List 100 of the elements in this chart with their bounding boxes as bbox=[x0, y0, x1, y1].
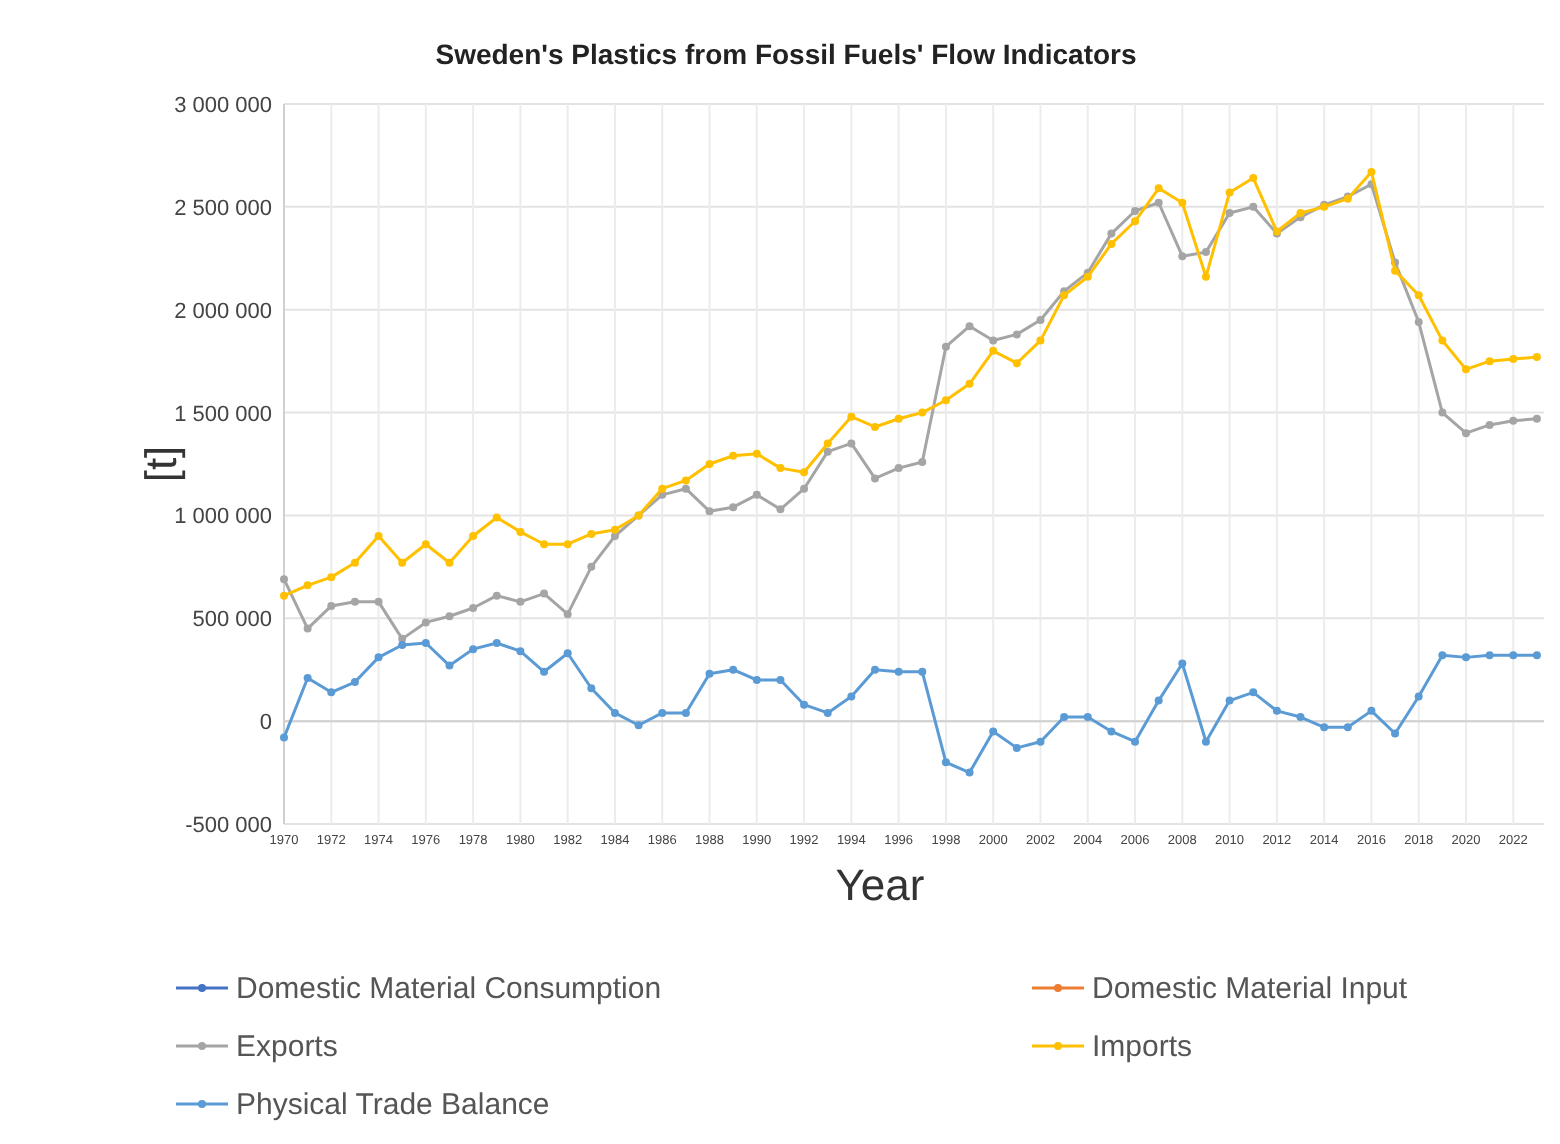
point bbox=[1178, 659, 1187, 668]
point bbox=[610, 525, 619, 534]
point bbox=[540, 667, 549, 676]
point bbox=[729, 503, 738, 512]
point bbox=[492, 513, 501, 522]
point bbox=[587, 684, 596, 693]
point bbox=[1391, 266, 1400, 275]
point bbox=[823, 708, 832, 717]
point bbox=[303, 673, 312, 682]
point bbox=[1201, 248, 1210, 257]
point bbox=[469, 604, 478, 612]
point bbox=[1320, 723, 1329, 732]
point bbox=[587, 562, 596, 571]
point bbox=[303, 624, 312, 633]
point bbox=[1131, 206, 1140, 215]
point bbox=[941, 758, 950, 767]
point bbox=[469, 532, 478, 540]
point bbox=[1461, 653, 1470, 662]
point bbox=[1154, 696, 1163, 705]
point bbox=[776, 505, 785, 514]
point bbox=[1414, 318, 1423, 327]
point bbox=[918, 408, 927, 417]
point bbox=[398, 558, 407, 567]
point bbox=[894, 667, 903, 676]
point bbox=[374, 597, 383, 606]
y-axis-title: [t] bbox=[136, 445, 186, 483]
point bbox=[1461, 365, 1470, 374]
point bbox=[610, 708, 619, 717]
point bbox=[870, 665, 879, 674]
point bbox=[563, 540, 572, 549]
point bbox=[1438, 336, 1447, 345]
point bbox=[1249, 174, 1258, 183]
y-tick-label: 1 500 000 bbox=[174, 402, 272, 427]
point bbox=[280, 733, 288, 742]
point bbox=[1036, 316, 1045, 324]
point bbox=[1178, 198, 1187, 207]
point bbox=[1296, 713, 1305, 722]
point bbox=[374, 653, 383, 662]
point bbox=[303, 581, 312, 590]
y-tick-label: 0 bbox=[259, 711, 272, 736]
point bbox=[1461, 429, 1470, 438]
point bbox=[800, 700, 809, 709]
point bbox=[516, 597, 525, 606]
point bbox=[280, 591, 288, 600]
point bbox=[1249, 202, 1258, 211]
point bbox=[563, 649, 572, 658]
point bbox=[445, 558, 454, 567]
point bbox=[705, 669, 714, 678]
point bbox=[540, 540, 549, 549]
point bbox=[870, 474, 879, 483]
point bbox=[1154, 198, 1163, 207]
x-axis-title: Year bbox=[835, 860, 925, 910]
point bbox=[1438, 408, 1447, 417]
point bbox=[1107, 229, 1116, 238]
point bbox=[941, 342, 950, 351]
point bbox=[1012, 330, 1021, 339]
point bbox=[1509, 355, 1518, 364]
point bbox=[1178, 252, 1187, 261]
point bbox=[681, 484, 690, 493]
point bbox=[965, 768, 974, 777]
point bbox=[1107, 239, 1116, 248]
point bbox=[658, 484, 667, 493]
point bbox=[776, 464, 785, 473]
point bbox=[1367, 706, 1376, 715]
point bbox=[705, 507, 714, 516]
point bbox=[1225, 188, 1234, 197]
y-tick-label: -500 000 bbox=[185, 814, 272, 838]
point bbox=[1036, 737, 1045, 746]
y-tick-label: 1 000 000 bbox=[174, 505, 272, 530]
point bbox=[894, 414, 903, 423]
point bbox=[1107, 727, 1116, 736]
point bbox=[729, 665, 738, 674]
point bbox=[1131, 217, 1140, 226]
point bbox=[634, 721, 643, 730]
point bbox=[1532, 651, 1541, 660]
point bbox=[398, 641, 407, 650]
point bbox=[658, 708, 667, 717]
point bbox=[1131, 737, 1140, 746]
point bbox=[1509, 651, 1518, 660]
point bbox=[492, 638, 501, 647]
point bbox=[540, 589, 549, 598]
point bbox=[516, 527, 525, 536]
point bbox=[1154, 184, 1163, 193]
point bbox=[823, 439, 832, 448]
point bbox=[681, 708, 690, 717]
point bbox=[1083, 713, 1092, 722]
point bbox=[776, 676, 785, 684]
point bbox=[350, 558, 359, 567]
point bbox=[752, 449, 761, 458]
point bbox=[823, 447, 832, 456]
y-tick-label: 500 000 bbox=[192, 608, 272, 633]
point bbox=[894, 464, 903, 473]
point bbox=[965, 379, 974, 388]
legend-label: Domestic Material Input bbox=[1092, 972, 1409, 1006]
point bbox=[1485, 357, 1494, 366]
point bbox=[327, 601, 336, 610]
y-tick-label: 2 000 000 bbox=[174, 299, 272, 324]
point bbox=[516, 647, 525, 656]
point bbox=[445, 612, 454, 621]
point bbox=[445, 661, 454, 670]
